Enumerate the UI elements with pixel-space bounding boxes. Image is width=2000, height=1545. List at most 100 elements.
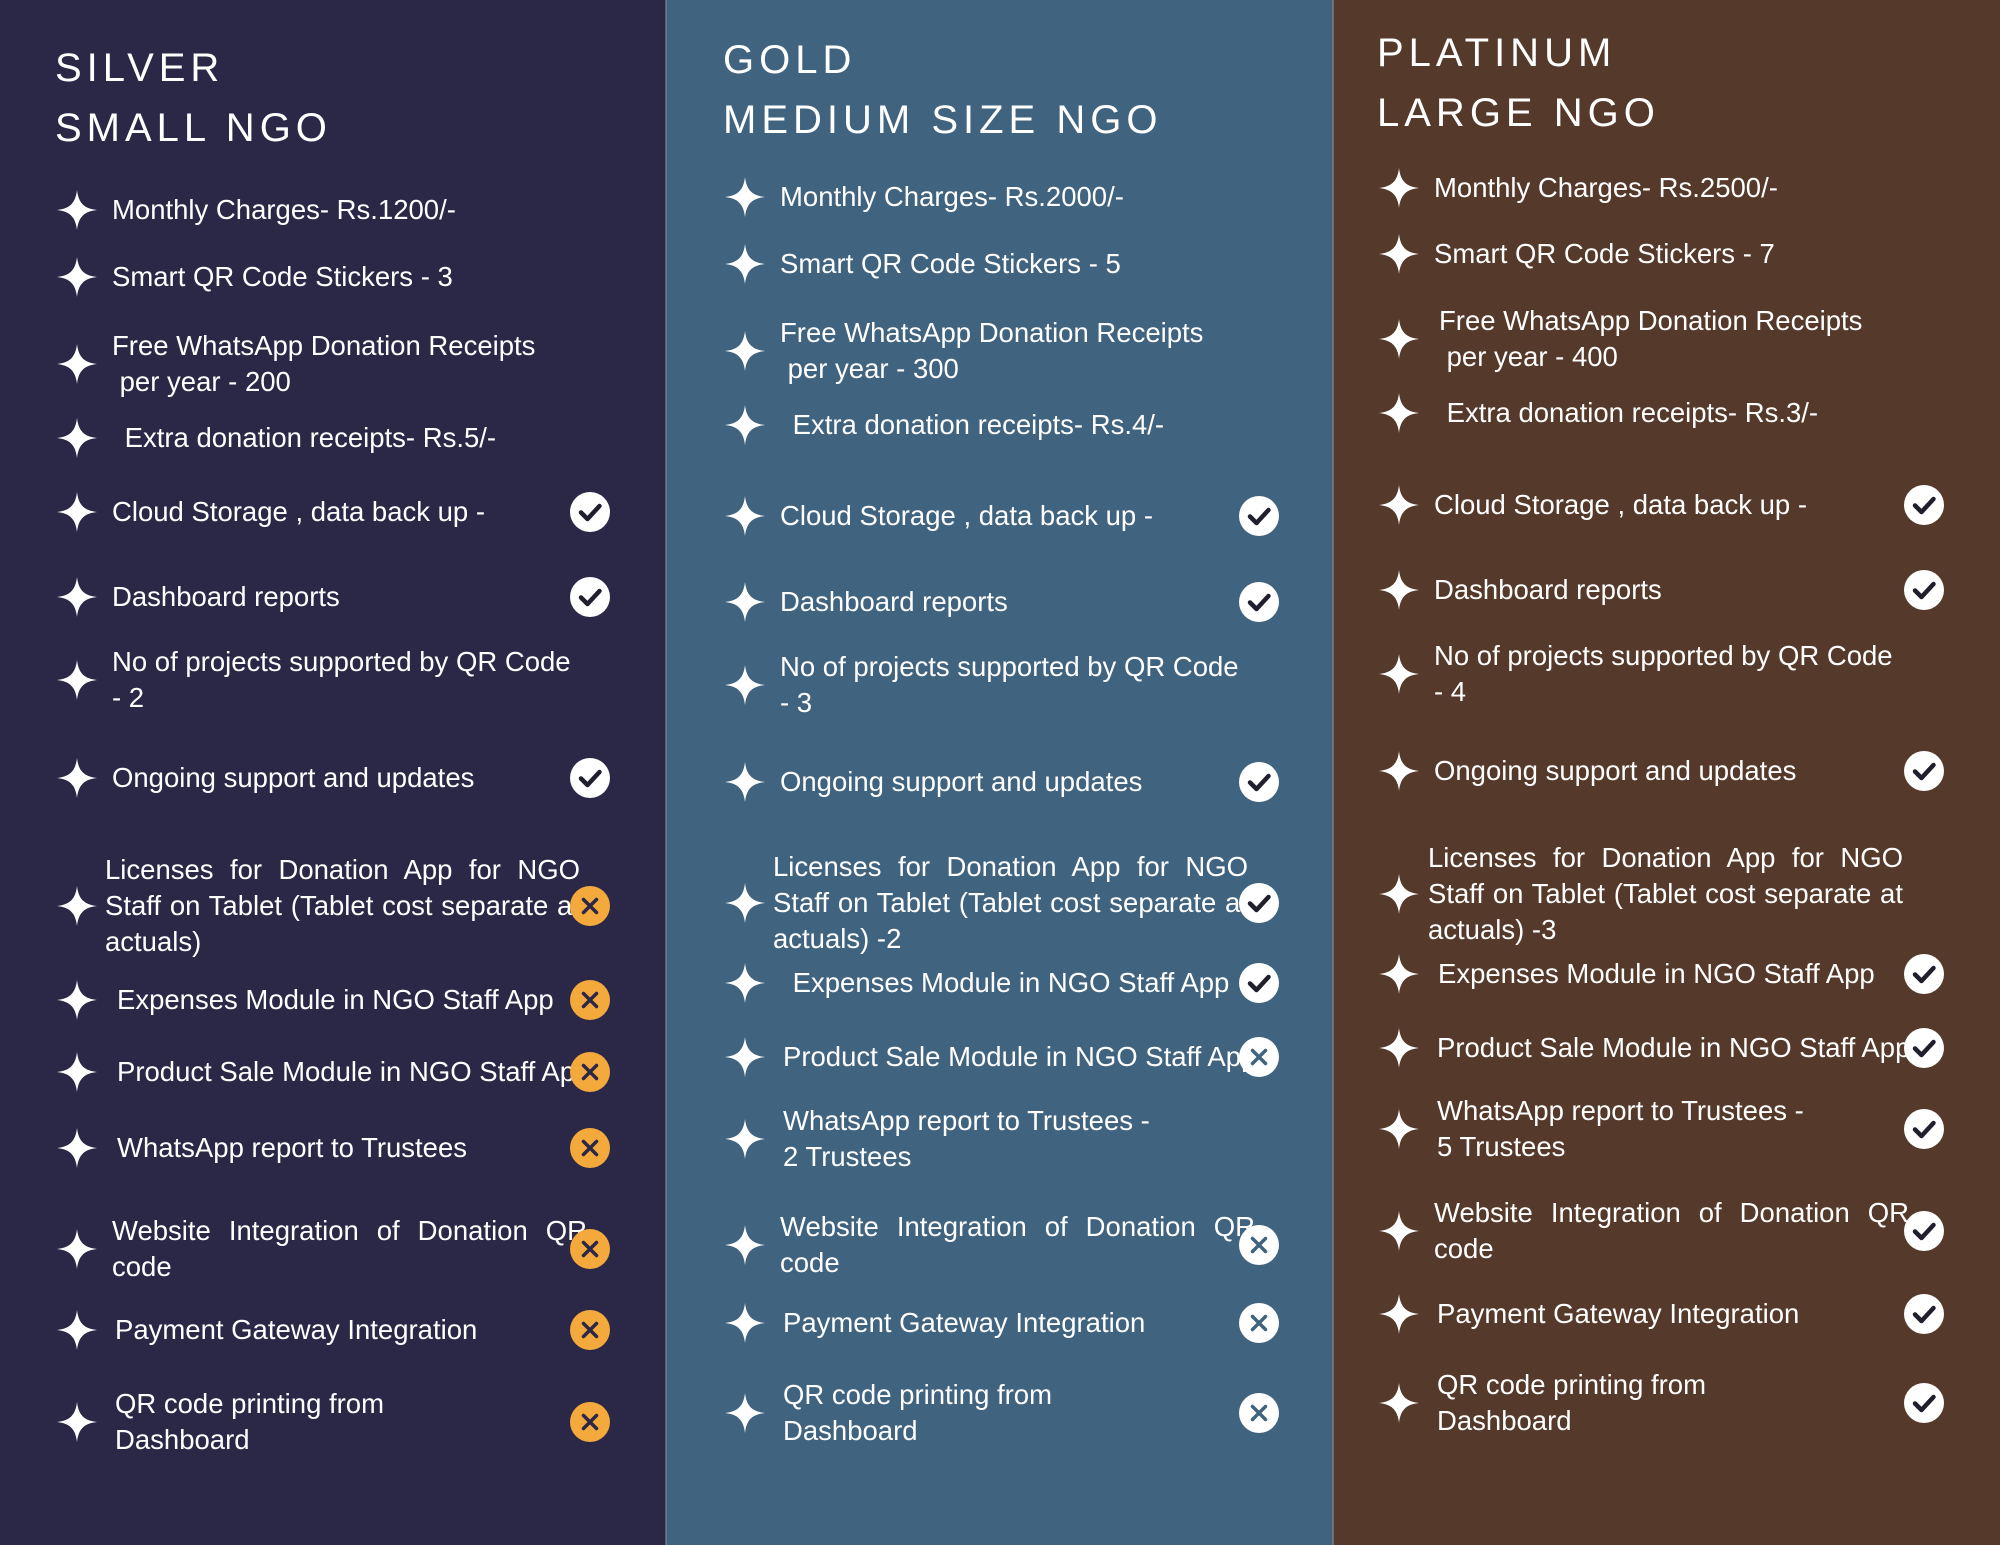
feature-label: Payment Gateway Integration: [115, 1314, 478, 1345]
cross-circle-icon: [1239, 1303, 1279, 1343]
sparkle-icon: [55, 658, 99, 702]
sparkle-icon: [1377, 166, 1421, 210]
sparkle-icon: [723, 961, 767, 1005]
sparkle-icon: [723, 881, 767, 925]
cross-circle-icon: [570, 886, 610, 926]
feature-row: Smart QR Code Stickers - 5: [723, 234, 1313, 294]
check-circle-icon: [1239, 883, 1279, 923]
feature-row: Free WhatsApp Donation Receipts per year…: [723, 317, 1313, 384]
feature-row: Payment Gateway Integration: [723, 1293, 1313, 1353]
feature-label: Free WhatsApp Donation Receipts per year…: [1439, 305, 1863, 372]
feature-label: Licenses for Donation App for NGO Staff …: [1428, 842, 1911, 945]
feature-label: Dashboard reports: [1434, 574, 1662, 605]
plan-column-silver: SILVER SMALL NGO Monthly Charges- Rs.120…: [0, 0, 666, 1545]
cross-circle-icon: [1239, 1225, 1279, 1265]
feature-row: Extra donation receipts- Rs.4/-: [723, 395, 1313, 455]
feature-row: Free WhatsApp Donation Receipts per year…: [55, 330, 645, 397]
cross-circle-icon: [570, 1229, 610, 1269]
feature-row: Smart QR Code Stickers - 7: [1377, 224, 1967, 284]
plan-column-gold: GOLD MEDIUM SIZE NGO Monthly Charges- Rs…: [666, 0, 1333, 1545]
feature-label: Expenses Module in NGO Staff App: [785, 967, 1230, 998]
feature-row: Ongoing support and updates: [1377, 741, 1967, 801]
sparkle-icon: [1377, 1209, 1421, 1253]
check-circle-icon: [1904, 1211, 1944, 1251]
plan-title: SILVER SMALL NGO: [55, 38, 332, 158]
feature-label: Ongoing support and updates: [1434, 755, 1797, 786]
feature-row: QR code printing from Dashboard: [1377, 1369, 1967, 1436]
sparkle-icon: [55, 255, 99, 299]
feature-label: Smart QR Code Stickers - 7: [1434, 238, 1775, 269]
feature-label: Extra donation receipts- Rs.5/-: [117, 422, 497, 453]
sparkle-icon: [723, 1035, 767, 1079]
feature-label: WhatsApp report to Trustees: [117, 1132, 468, 1163]
plan-title: GOLD MEDIUM SIZE NGO: [723, 30, 1162, 150]
check-circle-icon: [1904, 954, 1944, 994]
plan-name: PLATINUM: [1377, 31, 1617, 75]
check-circle-icon: [1904, 570, 1944, 610]
sparkle-icon: [723, 329, 767, 373]
feature-row: Smart QR Code Stickers - 3: [55, 247, 645, 307]
feature-label: No of projects supported by QR Code - 4: [1434, 640, 1901, 707]
feature-row: Payment Gateway Integration: [1377, 1284, 1967, 1344]
feature-row: Licenses for Donation App for NGO Staff …: [55, 854, 645, 957]
sparkle-icon: [723, 494, 767, 538]
feature-row: Expenses Module in NGO Staff App: [55, 970, 645, 1030]
feature-label: Licenses for Donation App for NGO Staff …: [105, 854, 580, 957]
plan-column-platinum: PLATINUM LARGE NGO Monthly Charges- Rs.2…: [1333, 0, 2000, 1545]
check-circle-icon: [1904, 1109, 1944, 1149]
plan-name: GOLD: [723, 38, 857, 82]
column-divider: [1332, 0, 1334, 1545]
sparkle-icon: [1377, 1292, 1421, 1336]
check-circle-icon: [1904, 485, 1944, 525]
cross-circle-icon: [1239, 1393, 1279, 1433]
feature-label: Product Sale Module in NGO Staff App: [117, 1056, 591, 1087]
sparkle-icon: [723, 175, 767, 219]
feature-label: Cloud Storage , data back up -: [1434, 489, 1808, 520]
sparkle-icon: [1377, 1107, 1421, 1151]
check-circle-icon: [570, 758, 610, 798]
feature-row: QR code printing from Dashboard: [723, 1379, 1313, 1446]
feature-row: Licenses for Donation App for NGO Staff …: [1377, 842, 1967, 945]
sparkle-icon: [1377, 232, 1421, 276]
sparkle-icon: [723, 1117, 767, 1161]
feature-label: Extra donation receipts- Rs.4/-: [785, 409, 1165, 440]
sparkle-icon: [723, 403, 767, 447]
sparkle-icon: [1377, 952, 1421, 996]
check-circle-icon: [1239, 963, 1279, 1003]
check-circle-icon: [1239, 762, 1279, 802]
feature-label: Smart QR Code Stickers - 5: [780, 248, 1121, 279]
sparkle-icon: [1377, 391, 1421, 435]
sparkle-icon: [55, 1227, 99, 1271]
check-circle-icon: [1239, 496, 1279, 536]
sparkle-icon: [55, 575, 99, 619]
check-circle-icon: [570, 492, 610, 532]
feature-label: No of projects supported by QR Code - 2: [112, 646, 579, 713]
feature-label: Dashboard reports: [112, 581, 340, 612]
sparkle-icon: [723, 663, 767, 707]
sparkle-icon: [55, 1308, 99, 1352]
column-divider: [665, 0, 667, 1545]
check-circle-icon: [1904, 1294, 1944, 1334]
feature-row: No of projects supported by QR Code - 4: [1377, 640, 1967, 707]
plan-subtitle: MEDIUM SIZE NGO: [723, 98, 1163, 142]
feature-row: No of projects supported by QR Code - 3: [723, 651, 1313, 718]
feature-row: Extra donation receipts- Rs.3/-: [1377, 383, 1967, 443]
feature-label: Monthly Charges- Rs.2000/-: [780, 181, 1124, 212]
cross-circle-icon: [570, 980, 610, 1020]
sparkle-icon: [1377, 1026, 1421, 1070]
feature-row: Product Sale Module in NGO Staff App: [55, 1042, 645, 1102]
sparkle-icon: [723, 580, 767, 624]
feature-label: QR code printing from Dashboard: [783, 1379, 1052, 1446]
feature-row: Website Integration of Donation QR code: [55, 1215, 645, 1282]
feature-label: Product Sale Module in NGO Staff App: [783, 1041, 1257, 1072]
check-circle-icon: [1239, 582, 1279, 622]
cross-circle-icon: [570, 1128, 610, 1168]
sparkle-icon: [55, 756, 99, 800]
feature-label: Payment Gateway Integration: [1437, 1298, 1800, 1329]
sparkle-icon: [55, 884, 99, 928]
feature-row: Expenses Module in NGO Staff App: [723, 953, 1313, 1013]
feature-label: Ongoing support and updates: [112, 762, 475, 793]
sparkle-icon: [1377, 652, 1421, 696]
feature-label: Licenses for Donation App for NGO Staff …: [773, 851, 1248, 954]
feature-row: WhatsApp report to Trustees - 2 Trustees: [723, 1105, 1313, 1172]
